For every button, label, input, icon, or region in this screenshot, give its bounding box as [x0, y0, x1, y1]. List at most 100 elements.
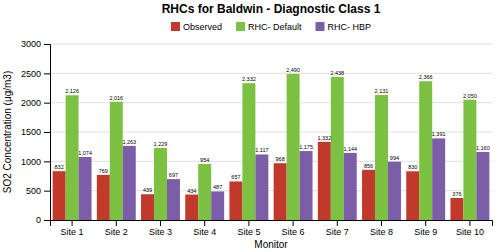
y-tick-label: 1500	[21, 127, 41, 137]
x-axis-title: Monitor	[254, 239, 288, 250]
x-tick-mark	[248, 220, 249, 226]
bar	[141, 194, 154, 220]
bar	[198, 164, 211, 220]
data-label: 487	[213, 184, 222, 190]
x-tick-mark	[160, 220, 161, 226]
bars	[53, 74, 490, 220]
x-tick: Site 9	[414, 220, 437, 237]
data-labels: 8327694394346579681,3328568303762,1262,0…	[55, 67, 490, 197]
y-tick-label: 2500	[21, 69, 41, 79]
x-tick-mark	[381, 220, 382, 226]
data-label: 2,050	[463, 93, 477, 99]
y-tick: 1000	[21, 157, 50, 167]
x-tick-mark	[469, 220, 470, 226]
y-axis-title: SO2 Concentration (μg/m3)	[2, 71, 13, 193]
legend-label: RHC- HBP	[328, 22, 372, 32]
x-tick-label: Site 10	[456, 227, 484, 237]
y-tick: 2000	[21, 98, 50, 108]
x-tick-label: Site 1	[61, 227, 84, 237]
x-tick: Site 4	[193, 220, 216, 237]
bar	[53, 171, 66, 220]
bar	[123, 146, 136, 220]
bar	[185, 195, 198, 220]
x-tick-mark	[72, 220, 73, 226]
bar	[476, 152, 489, 220]
bar-series	[66, 74, 477, 220]
bar	[344, 153, 357, 220]
bar	[388, 162, 401, 220]
legend-item: RHC- HBP	[316, 22, 372, 32]
bar	[375, 95, 388, 220]
bar	[255, 154, 268, 220]
bar	[97, 175, 110, 220]
data-label: 2,490	[286, 67, 300, 73]
x-tick-label: Site 9	[414, 227, 437, 237]
data-label: 968	[276, 156, 285, 162]
y-tick-mark	[44, 44, 50, 45]
data-label: 657	[231, 174, 240, 180]
data-label: 856	[364, 163, 373, 169]
data-label: 1,229	[154, 141, 168, 147]
data-label: 2,126	[65, 88, 79, 94]
data-label: 1,175	[299, 144, 313, 150]
x-tick: Site 10	[456, 220, 484, 237]
data-label: 769	[99, 168, 108, 174]
data-label: 830	[408, 164, 417, 170]
y-tick-mark	[44, 103, 50, 104]
legend-swatch	[171, 22, 180, 31]
bar	[450, 198, 463, 220]
legend-item: Observed	[171, 22, 222, 32]
data-label: 1,391	[432, 131, 446, 137]
x-tick: Site 2	[105, 220, 128, 237]
x-tick-label: Site 7	[326, 227, 349, 237]
y-tick-mark	[44, 220, 50, 221]
x-tick-label: Site 8	[370, 227, 393, 237]
legend: Observed RHC- Default RHC- HBP	[171, 22, 371, 32]
y-tick-label: 500	[26, 186, 41, 196]
data-label: 1,263	[122, 139, 136, 145]
bar	[154, 148, 167, 220]
data-label: 2,438	[330, 70, 344, 76]
x-tick: Site 7	[326, 220, 349, 237]
bar	[318, 142, 331, 220]
x-tick-mark	[204, 220, 205, 226]
data-label: 954	[200, 157, 209, 163]
bar	[362, 170, 375, 220]
y-tick: 2500	[21, 69, 50, 79]
bar	[110, 102, 123, 220]
data-label: 1,144	[343, 146, 357, 152]
bar	[66, 95, 79, 220]
bar	[229, 181, 242, 220]
grid-line	[50, 44, 492, 45]
chart: 0 500 1000 1500 2000 2500 3000 Site 1 Site 2 Site…	[0, 0, 500, 252]
y-tick: 0	[36, 215, 50, 225]
bar	[419, 81, 432, 220]
x-tick: Site 3	[149, 220, 172, 237]
plot-area: 0 500 1000 1500 2000 2500 3000 Site 1 Site 2 Site…	[21, 39, 493, 237]
x-tick-label: Site 6	[282, 227, 305, 237]
data-label: 1,117	[255, 147, 268, 153]
bar	[287, 74, 300, 220]
data-label: 2,016	[109, 95, 123, 101]
y-tick-label: 3000	[21, 39, 41, 49]
y-tick: 500	[26, 186, 50, 196]
x-tick-label: Site 3	[149, 227, 172, 237]
x-tick-mark	[337, 220, 338, 226]
x-tick: Site 1	[61, 220, 84, 237]
bar-series	[79, 138, 490, 220]
x-tick-mark	[293, 220, 294, 226]
y-tick-label: 2000	[21, 98, 41, 108]
legend-label: RHC- Default	[248, 22, 302, 32]
x-tick-mark	[116, 220, 117, 226]
grid	[50, 44, 492, 220]
legend-swatch	[316, 22, 325, 31]
data-label: 697	[169, 172, 178, 178]
data-label: 832	[55, 164, 64, 170]
bar	[432, 138, 445, 220]
y-tick-label: 0	[36, 215, 41, 225]
y-tick: 3000	[21, 39, 50, 49]
x-tick: Site 6	[282, 220, 305, 237]
y-tick: 1500	[21, 127, 50, 137]
y-tick-label: 1000	[21, 157, 41, 167]
data-label: 2,131	[375, 88, 389, 94]
